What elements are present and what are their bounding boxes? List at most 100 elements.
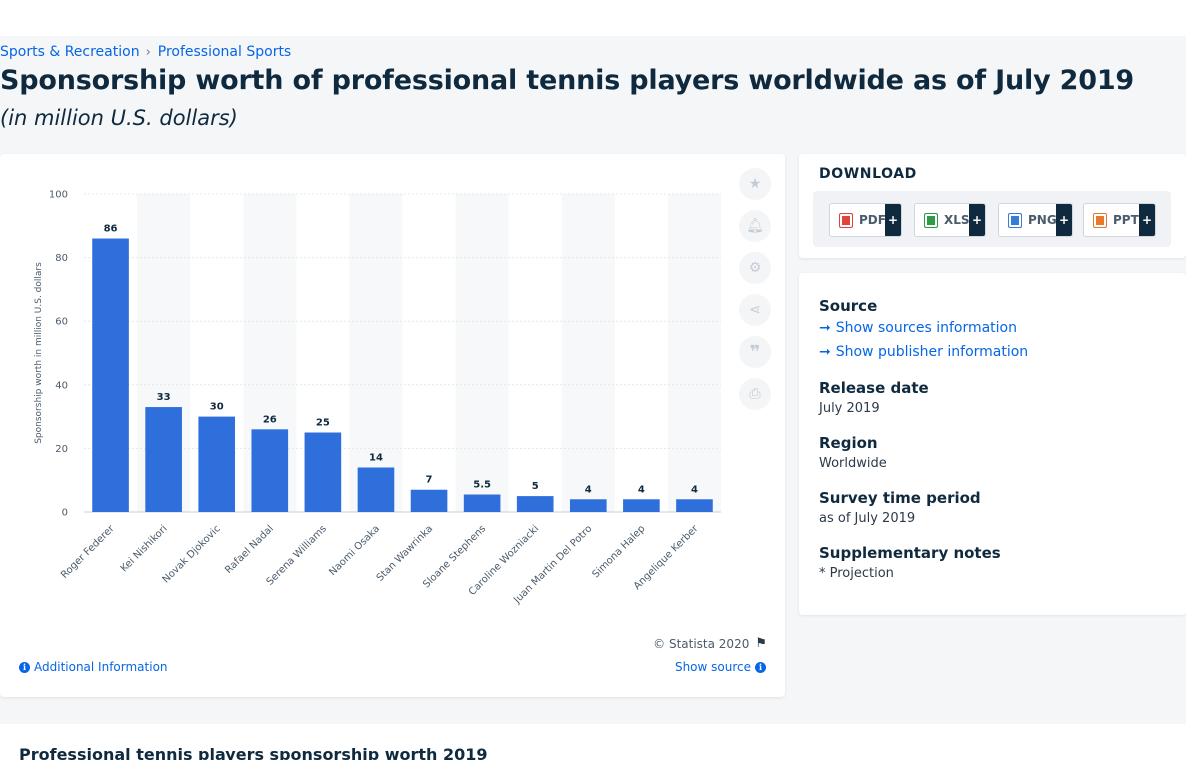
download-card: DOWNLOAD PDF + XLS + PNG + PPT + xyxy=(799,154,1186,258)
print-button[interactable]: ⎙ xyxy=(739,378,771,410)
x-tick-label: Stan Wawrinka xyxy=(375,523,435,583)
star-icon: ★ xyxy=(748,176,762,192)
statistic-details-card: Source ➞ Show sources information ➞ Show… xyxy=(799,273,1186,615)
x-tick-label: Serena Williams xyxy=(265,523,329,587)
plus-icon: + xyxy=(1056,204,1072,236)
plus-icon: + xyxy=(1139,204,1155,236)
breadcrumb-item-sports-recreation[interactable]: Sports & Recreation xyxy=(0,44,140,60)
notification-button[interactable]: 🔔︎ xyxy=(739,210,771,242)
ppt-file-icon xyxy=(1093,212,1107,228)
bar xyxy=(516,496,554,512)
bar-chart: 0 20 40 60 80 100 Sponsorship worth in million… xyxy=(34,190,721,606)
y-tick-label: 60 xyxy=(55,317,68,328)
description-title: Professional tennis players sponsorship … xyxy=(19,745,488,760)
bar xyxy=(410,489,448,512)
column-band xyxy=(455,194,509,512)
info-icon: i xyxy=(19,661,30,673)
download-buttons: PDF + XLS + PNG + PPT + xyxy=(813,191,1171,247)
y-tick-label: 80 xyxy=(55,253,68,264)
bar xyxy=(463,494,501,512)
description-section: Professional tennis players sponsorship … xyxy=(0,724,1186,760)
download-ppt-button[interactable]: PPT + xyxy=(1083,203,1156,237)
download-png-button[interactable]: PNG + xyxy=(998,203,1073,237)
bar-data-label: 5 xyxy=(532,481,539,492)
bar xyxy=(251,429,289,512)
print-icon: ⎙ xyxy=(749,386,761,402)
column-band xyxy=(561,194,615,512)
bar xyxy=(304,432,342,512)
bar-data-label: 5.5 xyxy=(473,480,491,491)
source-heading: Source xyxy=(819,297,878,315)
breadcrumb-item-professional-sports[interactable]: Professional Sports xyxy=(157,44,292,60)
xls-file-icon xyxy=(924,212,938,228)
bar-data-label: 30 xyxy=(210,402,224,413)
page-header: Sports & Recreation › Professional Sport… xyxy=(0,36,1186,154)
bar xyxy=(357,467,395,512)
bar-data-label: 4 xyxy=(638,484,645,495)
y-tick-label: 40 xyxy=(55,380,68,391)
supplementary-notes-value: * Projection xyxy=(819,566,894,581)
survey-period-value: as of July 2019 xyxy=(819,511,916,526)
show-sources-link[interactable]: ➞ Show sources information xyxy=(819,320,1017,336)
bar xyxy=(676,499,713,512)
download-ppt-label: PPT xyxy=(1113,213,1139,227)
bar xyxy=(569,499,607,512)
cite-button[interactable]: ❞ xyxy=(739,336,771,368)
bar-data-label: 86 xyxy=(104,224,118,235)
download-pdf-label: PDF xyxy=(859,213,886,227)
y-tick-label: 0 xyxy=(62,508,68,519)
breadcrumb-separator: › xyxy=(145,44,151,60)
copyright-text: © Statista 2020 xyxy=(653,636,750,651)
settings-button[interactable]: ⚙ xyxy=(739,252,771,284)
download-pdf-button[interactable]: PDF + xyxy=(829,203,902,237)
breadcrumb: Sports & Recreation › Professional Sport… xyxy=(0,44,291,60)
show-sources-label: Show sources information xyxy=(835,320,1017,336)
plus-icon: + xyxy=(969,204,985,236)
survey-period-heading: Survey time period xyxy=(819,489,981,507)
chart-card: 0 20 40 60 80 100 Sponsorship worth in million… xyxy=(0,154,785,697)
bell-icon: 🔔︎ xyxy=(746,218,764,234)
bar-data-label: 4 xyxy=(691,484,698,495)
page-title: Sponsorship worth of professional tennis… xyxy=(0,65,1135,96)
download-png-label: PNG xyxy=(1028,213,1057,227)
additional-information-link[interactable]: i Additional Information xyxy=(19,660,168,674)
download-xls-button[interactable]: XLS + xyxy=(914,203,986,237)
bar xyxy=(145,407,182,512)
bar xyxy=(92,238,129,512)
arrow-right-icon: ➞ xyxy=(819,320,831,336)
bar-data-label: 25 xyxy=(316,418,330,429)
favorite-button[interactable]: ★ xyxy=(739,168,771,200)
x-tick-label: Novak Djokovic xyxy=(161,523,223,585)
region-heading: Region xyxy=(819,434,878,452)
x-tick-label: Naomi Osaka xyxy=(327,523,382,578)
png-file-icon xyxy=(1008,212,1022,228)
show-source-link[interactable]: Show source i xyxy=(675,660,766,674)
gear-icon: ⚙ xyxy=(748,260,762,276)
x-tick-label: Rafael Nadal xyxy=(223,523,276,576)
x-tick-label: Roger Federer xyxy=(59,523,117,581)
bar-data-label: 7 xyxy=(426,475,433,486)
x-tick-label: Kei Nishikori xyxy=(119,523,170,574)
release-date-value: July 2019 xyxy=(819,401,880,416)
bar-data-label: 26 xyxy=(263,414,277,425)
chart-copyright: © Statista 2020 ⚑ xyxy=(653,636,767,651)
flag-icon[interactable]: ⚑ xyxy=(755,636,767,651)
column-band xyxy=(349,194,403,512)
x-tick-label: Simona Halep xyxy=(591,523,648,580)
show-publisher-label: Show publisher information xyxy=(835,344,1029,360)
show-source-label: Show source xyxy=(674,660,751,674)
download-title: DOWNLOAD xyxy=(819,166,917,182)
bar-data-label: 33 xyxy=(157,392,171,403)
pdf-file-icon xyxy=(839,212,853,228)
bar-data-label: 4 xyxy=(585,484,592,495)
column-band xyxy=(667,194,721,512)
download-xls-label: XLS xyxy=(944,213,970,227)
bar xyxy=(623,499,660,512)
show-publisher-link[interactable]: ➞ Show publisher information xyxy=(819,344,1028,360)
region-value: Worldwide xyxy=(819,456,887,471)
quote-icon: ❞ xyxy=(749,341,761,363)
bar-data-label: 14 xyxy=(369,452,383,463)
plus-icon: + xyxy=(885,204,901,236)
share-icon: ⋖ xyxy=(749,302,761,318)
share-button[interactable]: ⋖ xyxy=(739,294,771,326)
